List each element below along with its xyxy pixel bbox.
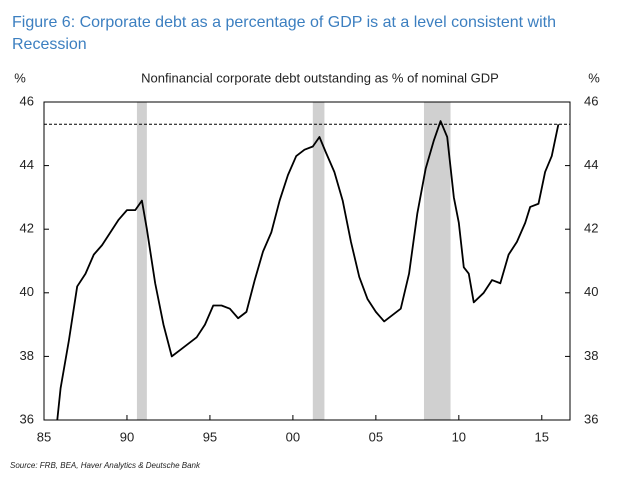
- x-tick-label: 95: [203, 429, 217, 444]
- y-tick-label: 46: [20, 93, 34, 108]
- plot-frame: [43, 101, 571, 421]
- figure-title: Figure 6: Corporate debt as a percentage…: [12, 14, 556, 53]
- y-axis-label: %: [14, 70, 26, 85]
- x-tick-label: 15: [535, 429, 549, 444]
- recession-band: [136, 102, 147, 420]
- recession-band: [312, 102, 325, 420]
- y2-axis-label: %: [588, 70, 600, 85]
- series-line: [56, 120, 560, 421]
- x-tick-label: 00: [286, 429, 300, 444]
- y2-tick-label: 36: [584, 411, 598, 426]
- y-tick-label: 44: [20, 157, 34, 172]
- y2-tick-label: 38: [584, 348, 598, 363]
- x-tick-label: 85: [37, 429, 51, 444]
- chart-title: Nonfinancial corporate debt outstanding …: [141, 70, 499, 85]
- y-tick-label: 36: [20, 411, 34, 426]
- source: Source: FRB, BEA, Haver Analytics & Deut…: [10, 461, 201, 470]
- recession-band: [423, 102, 451, 420]
- x-tick-label: 90: [120, 429, 134, 444]
- y-tick-label: 42: [20, 221, 34, 236]
- x-tick-label: 10: [452, 429, 466, 444]
- y2-tick-label: 44: [584, 157, 598, 172]
- x-tick-label: 05: [369, 429, 383, 444]
- y2-tick-label: 46: [584, 93, 598, 108]
- y-tick-label: 38: [20, 348, 34, 363]
- y2-tick-label: 40: [584, 284, 598, 299]
- y-tick-label: 40: [20, 284, 34, 299]
- y2-tick-label: 42: [584, 221, 598, 236]
